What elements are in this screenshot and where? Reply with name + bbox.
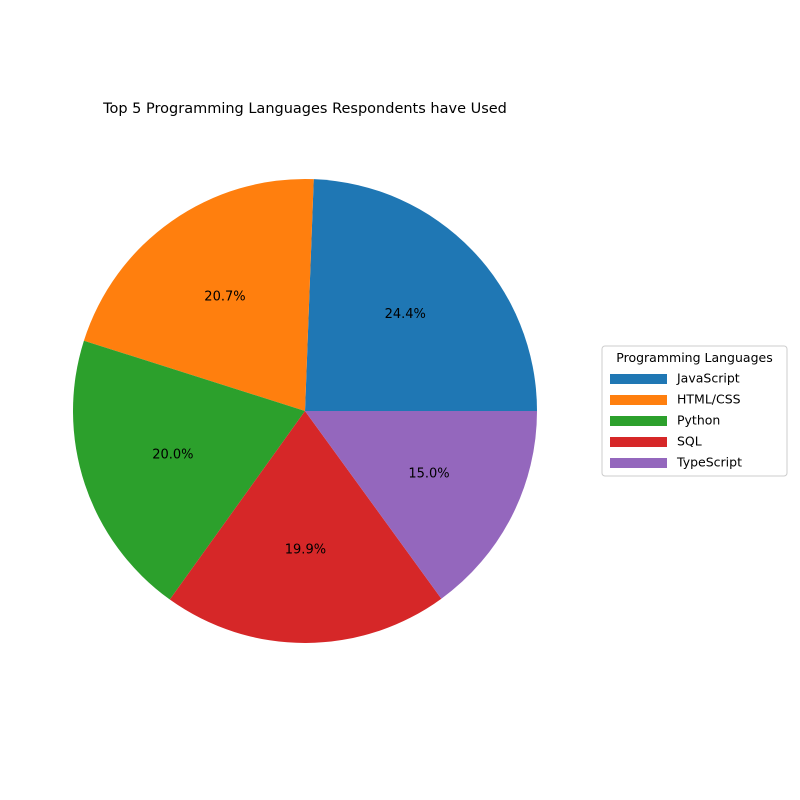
pie-label-python: 20.0% <box>152 447 193 462</box>
pie-label-html-css: 20.7% <box>204 290 245 305</box>
chart-title: Top 5 Programming Languages Respondents … <box>102 101 507 117</box>
legend-swatch-sql <box>610 437 667 447</box>
legend-swatch-javascript <box>610 374 667 384</box>
legend-swatch-python <box>610 416 667 426</box>
legend-label-javascript: JavaScript <box>676 371 740 386</box>
legend-label-html-css: HTML/CSS <box>677 392 741 407</box>
legend: Programming Languages JavaScript HTML/CSS… <box>601 345 788 477</box>
pie-slices <box>73 179 537 644</box>
legend-items: JavaScript HTML/CSS Python SQL TypeScript <box>610 371 742 470</box>
legend-label-sql: SQL <box>677 434 702 449</box>
legend-title: Programming Languages <box>616 350 772 365</box>
legend-label-typescript: TypeScript <box>676 455 742 470</box>
legend-swatch-html-css <box>610 395 667 405</box>
pie-label-typescript: 15.0% <box>408 467 449 482</box>
pie-slice-python <box>73 340 306 600</box>
legend-swatch-typescript <box>610 458 667 468</box>
pie-label-sql: 19.9% <box>285 543 326 558</box>
pie-slice-html-css <box>83 179 314 411</box>
pie-percent-labels: 24.4% 20.7% 20.0% 19.9% 15.0% <box>152 290 449 558</box>
pie-slice-javascript <box>305 179 537 411</box>
pie-label-javascript: 24.4% <box>385 307 426 322</box>
pie-slice-sql <box>169 411 442 644</box>
pie-slice-typescript <box>305 411 537 599</box>
legend-label-python: Python <box>677 413 720 428</box>
